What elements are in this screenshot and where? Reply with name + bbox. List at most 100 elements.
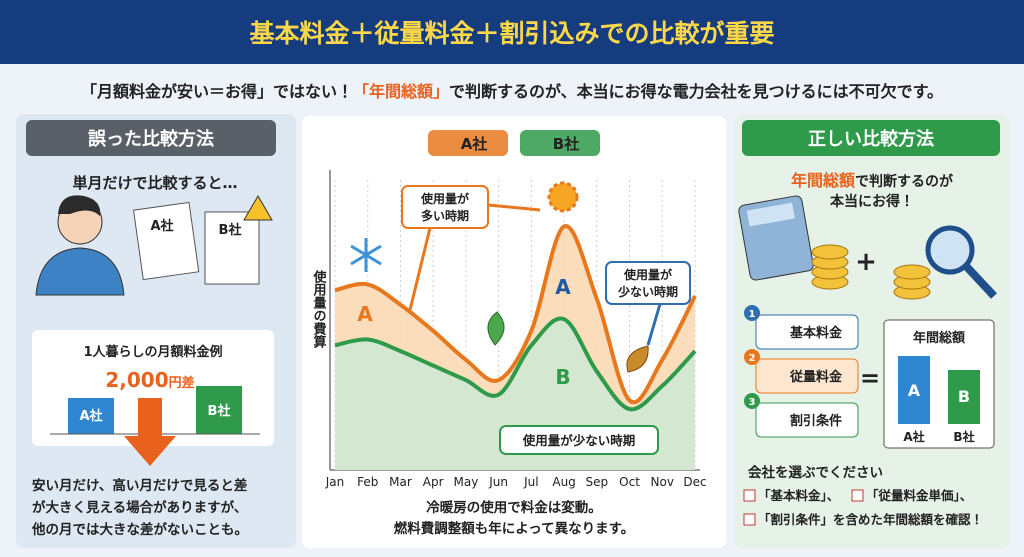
magnifier-icon (925, 225, 997, 299)
checkboxes (743, 489, 864, 526)
calculator-icon (738, 195, 814, 281)
item-badge (744, 305, 760, 321)
checklist-item: 「割引条件」を含めた年間総額を確認！ (758, 512, 983, 527)
lead-text: で判断するのが (855, 173, 954, 190)
x-tick-label: May (454, 475, 479, 489)
choose-text: 会社を選ぶでください (748, 464, 883, 481)
item-label: 割引条件 (790, 413, 842, 429)
x-tick-label: Aug (552, 475, 575, 489)
example-bar-b-label: B社 (208, 403, 231, 419)
wrong-heading: 誤った比較方法 (88, 128, 214, 150)
x-tick-label: Sep (586, 475, 609, 489)
total-label: A社 (903, 429, 924, 444)
intro: 「月額料金が安い＝お得」ではない！「年間総額」で判断するのが、本当にお得な電力会… (81, 82, 943, 101)
person-illustration (35, 195, 125, 296)
annotation-arrow (487, 203, 541, 212)
checklist-item: 「従量料金単価」、 (866, 488, 972, 503)
item-badge (744, 349, 760, 365)
x-tick-label: Jan (325, 475, 345, 489)
curve-label: A (555, 275, 571, 299)
y-axis-label: 使用量の費算 (311, 269, 328, 349)
wrong-note: 他の月では大きな差がないことも。 (31, 521, 248, 538)
coins-icon (811, 244, 931, 300)
intro-highlight: 「年間総額」 (353, 82, 449, 101)
annotation-box (401, 185, 489, 229)
total-bar-b (948, 370, 980, 424)
x-tick-label: Oct (619, 475, 640, 489)
item-list: 1 2 3 基本料金 従量料金 割引条件 (744, 305, 859, 438)
chart-caption: 冷暖房の使用で料金は変動。 (426, 499, 602, 516)
total-title: 年間総額 (913, 330, 966, 346)
legend-swatch (520, 130, 600, 156)
total-bar-label: B (958, 387, 970, 406)
leaf-icon (487, 311, 505, 346)
right-lead: 年間総額で判断するのが (791, 171, 954, 190)
example-title: 1人暮らしの月額料金例 (83, 344, 222, 360)
header-bar (0, 0, 1024, 64)
curve-label: A (357, 302, 373, 326)
chart-caption: 燃料費調整額も年によって異なります。 (394, 520, 635, 537)
total-bar-a (898, 356, 930, 424)
wrong-heading-bg (26, 120, 276, 156)
sun-icon (547, 181, 579, 213)
x-tick-label: Nov (651, 475, 674, 489)
annotation-box (605, 261, 691, 305)
item-box (755, 358, 859, 394)
item-label: 基本料金 (789, 325, 843, 341)
leaf-icon (626, 345, 649, 373)
item-num: 1 (749, 309, 756, 320)
doc-b-label: B社 (219, 222, 242, 238)
doc-a: A社 (132, 201, 200, 281)
header-title: 基本料金＋従量料金＋割引込みでの比較が重要 (249, 19, 774, 48)
example-bar-a-label: A社 (79, 408, 102, 424)
line (334, 224, 697, 405)
lead-highlight: 年間総額 (791, 171, 856, 190)
x-tick-label: Feb (357, 475, 378, 489)
annotation: 使用量が (623, 267, 672, 282)
x-tick-label: Jul (523, 475, 538, 489)
item-badge (744, 393, 760, 409)
doc-b: B社 (204, 195, 273, 285)
intro-text: 「月額料金が安い＝お得」ではない！ (81, 82, 353, 101)
doc-a-label: A社 (150, 218, 173, 234)
plus-sign: + (855, 247, 877, 277)
x-tick-label: Dec (683, 475, 706, 489)
legend-swatch (428, 130, 508, 156)
annotation-box (499, 425, 659, 455)
item-num: 3 (749, 397, 756, 408)
item-label: 従量料金 (789, 369, 843, 385)
annotation-arrow (646, 303, 662, 346)
annotation-arrow (408, 227, 432, 311)
right-heading: 正しい比較方法 (808, 128, 934, 150)
example-bar-a (68, 398, 114, 434)
item-num: 2 (749, 353, 756, 364)
annotation: 多い時期 (421, 208, 469, 223)
x-tick-label: Jun (488, 475, 508, 489)
total-bar-label: A (908, 381, 921, 400)
curve-label: B (555, 365, 570, 389)
annotation: 少ない時期 (618, 284, 678, 299)
line (334, 316, 697, 412)
equals-sign: = (860, 364, 880, 392)
wrong-note: 安い月だけ、高い月だけで見ると差 (32, 477, 248, 494)
down-arrow (124, 398, 176, 466)
diff-unit: 円差 (169, 375, 195, 391)
legend-label: B社 (553, 135, 579, 153)
wrong-note: が大きく見える場合がありますが、 (32, 499, 247, 516)
example-diff: 2,000円差 (105, 368, 194, 392)
checklist-item: 「基本料金」、 (758, 488, 839, 503)
total-label: B社 (953, 429, 974, 444)
annotation: 使用量が少ない時期 (522, 433, 636, 448)
item-box (755, 402, 859, 438)
x-tick-label: Mar (389, 475, 412, 489)
item-box (755, 314, 859, 350)
x-tick-label: Apr (423, 475, 444, 489)
intro-text: で判断するのが、本当にお得な電力会社を見つけるには不可欠です。 (449, 82, 943, 101)
annotation: 使用量が (420, 191, 469, 206)
snowflake-icon (350, 238, 382, 272)
right-heading-bg (742, 120, 1000, 156)
example-bar-b (196, 386, 242, 434)
legend-label: A社 (461, 135, 488, 153)
wrong-caption: 単月だけで比較すると… (72, 174, 237, 192)
